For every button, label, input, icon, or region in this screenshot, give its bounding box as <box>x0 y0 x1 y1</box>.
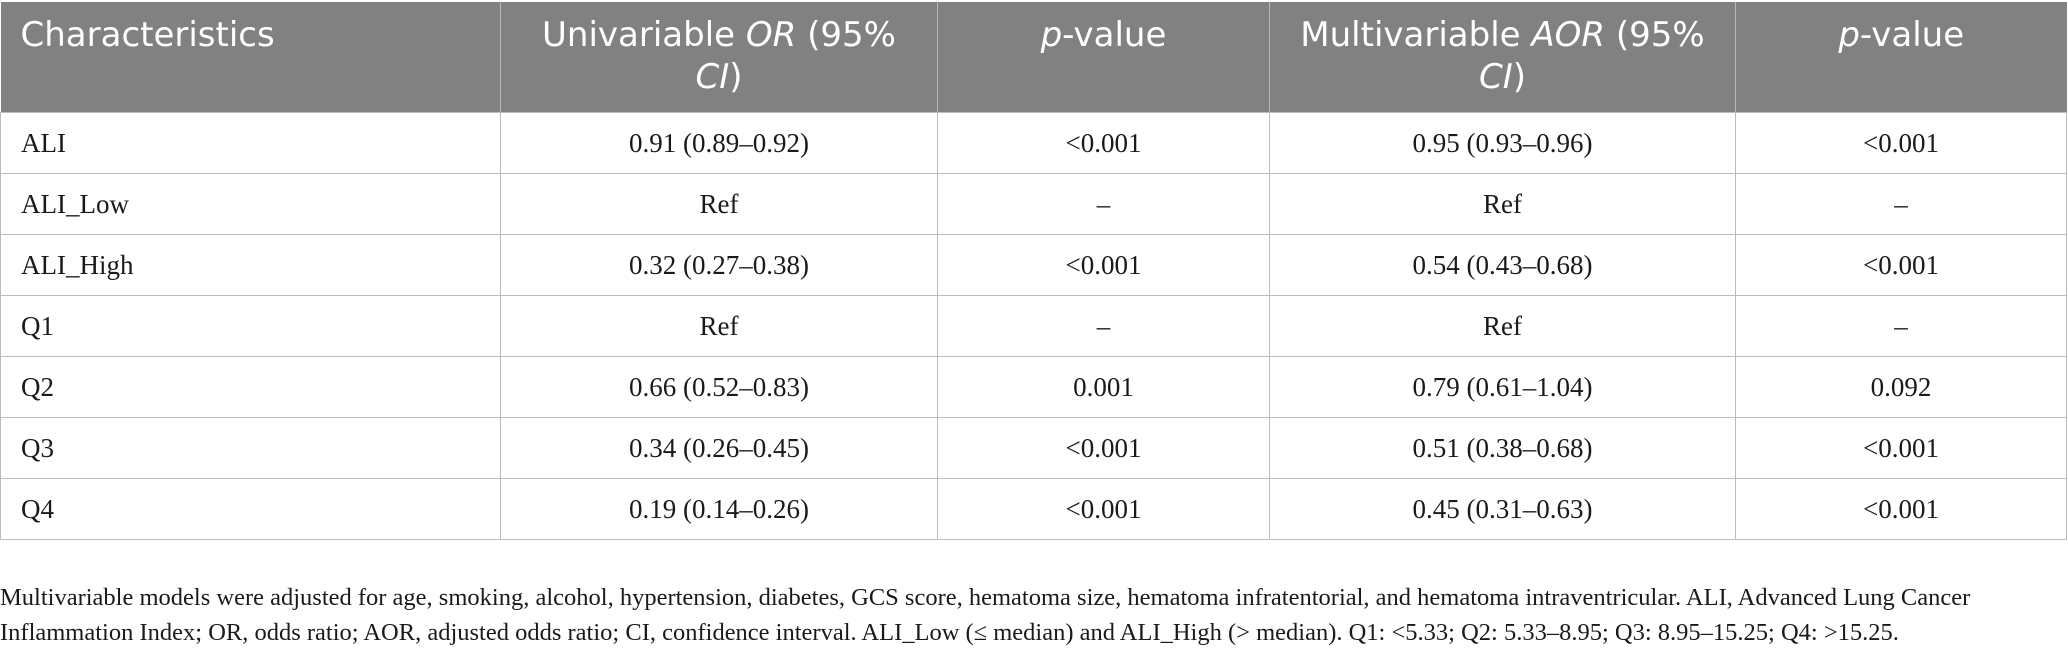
table-row: ALI_Low Ref – Ref – <box>0 173 2067 235</box>
cell-p-value-multivariable: <0.001 <box>1735 478 2067 540</box>
header-p-value-multivariable: p-value <box>1735 2 2067 113</box>
cell-univariable-or: Ref <box>500 173 938 235</box>
table-row: Q4 0.19 (0.14–0.26) <0.001 0.45 (0.31–0.… <box>0 478 2067 540</box>
table-header: Characteristics Univariable OR (95% CI) … <box>0 2 2067 113</box>
table-footnote: Multivariable models were adjusted for a… <box>0 583 1971 646</box>
cell-univariable-or: 0.34 (0.26–0.45) <box>500 417 938 479</box>
cell-multivariable-aor: Ref <box>1269 173 1736 235</box>
table-row: ALI_High 0.32 (0.27–0.38) <0.001 0.54 (0… <box>0 234 2067 296</box>
cell-univariable-or: 0.66 (0.52–0.83) <box>500 356 938 418</box>
cell-p-value-univariable: <0.001 <box>937 478 1270 540</box>
cell-p-value-univariable: <0.001 <box>937 112 1270 174</box>
cell-characteristic: Q2 <box>0 356 501 418</box>
cell-multivariable-aor: 0.54 (0.43–0.68) <box>1269 234 1736 296</box>
cell-p-value-multivariable: – <box>1735 173 2067 235</box>
cell-multivariable-aor: Ref <box>1269 295 1736 357</box>
cell-p-value-multivariable: <0.001 <box>1735 417 2067 479</box>
cell-univariable-or: 0.19 (0.14–0.26) <box>500 478 938 540</box>
cell-p-value-univariable: 0.001 <box>937 356 1270 418</box>
cell-characteristic: ALI <box>0 112 501 174</box>
cell-p-value-univariable: – <box>937 295 1270 357</box>
table-row: ALI 0.91 (0.89–0.92) <0.001 0.95 (0.93–0… <box>0 112 2067 174</box>
header-characteristics: Characteristics <box>0 2 501 113</box>
results-table: Characteristics Univariable OR (95% CI) … <box>0 2 2067 540</box>
table-body: ALI 0.91 (0.89–0.92) <0.001 0.95 (0.93–0… <box>0 112 2067 540</box>
cell-multivariable-aor: 0.79 (0.61–1.04) <box>1269 356 1736 418</box>
cell-characteristic: ALI_High <box>0 234 501 296</box>
cell-p-value-multivariable: – <box>1735 295 2067 357</box>
cell-p-value-univariable: <0.001 <box>937 417 1270 479</box>
cell-univariable-or: 0.91 (0.89–0.92) <box>500 112 938 174</box>
cell-univariable-or: 0.32 (0.27–0.38) <box>500 234 938 296</box>
cell-p-value-multivariable: 0.092 <box>1735 356 2067 418</box>
cell-multivariable-aor: 0.45 (0.31–0.63) <box>1269 478 1736 540</box>
cell-characteristic: ALI_Low <box>0 173 501 235</box>
cell-multivariable-aor: 0.51 (0.38–0.68) <box>1269 417 1736 479</box>
header-univariable-or: Univariable OR (95% CI) <box>500 2 938 113</box>
table-row: Q1 Ref – Ref – <box>0 295 2067 357</box>
cell-p-value-multivariable: <0.001 <box>1735 234 2067 296</box>
header-row: Characteristics Univariable OR (95% CI) … <box>0 2 2067 113</box>
cell-p-value-multivariable: <0.001 <box>1735 112 2067 174</box>
table-row: Q3 0.34 (0.26–0.45) <0.001 0.51 (0.38–0.… <box>0 417 2067 479</box>
table-row: Q2 0.66 (0.52–0.83) 0.001 0.79 (0.61–1.0… <box>0 356 2067 418</box>
cell-p-value-univariable: – <box>937 173 1270 235</box>
cell-multivariable-aor: 0.95 (0.93–0.96) <box>1269 112 1736 174</box>
header-p-value-univariable: p-value <box>937 2 1270 113</box>
cell-univariable-or: Ref <box>500 295 938 357</box>
cell-p-value-univariable: <0.001 <box>937 234 1270 296</box>
cell-characteristic: Q3 <box>0 417 501 479</box>
cell-characteristic: Q1 <box>0 295 501 357</box>
header-multivariable-aor: Multivariable AOR (95% CI) <box>1269 2 1736 113</box>
cell-characteristic: Q4 <box>0 478 501 540</box>
